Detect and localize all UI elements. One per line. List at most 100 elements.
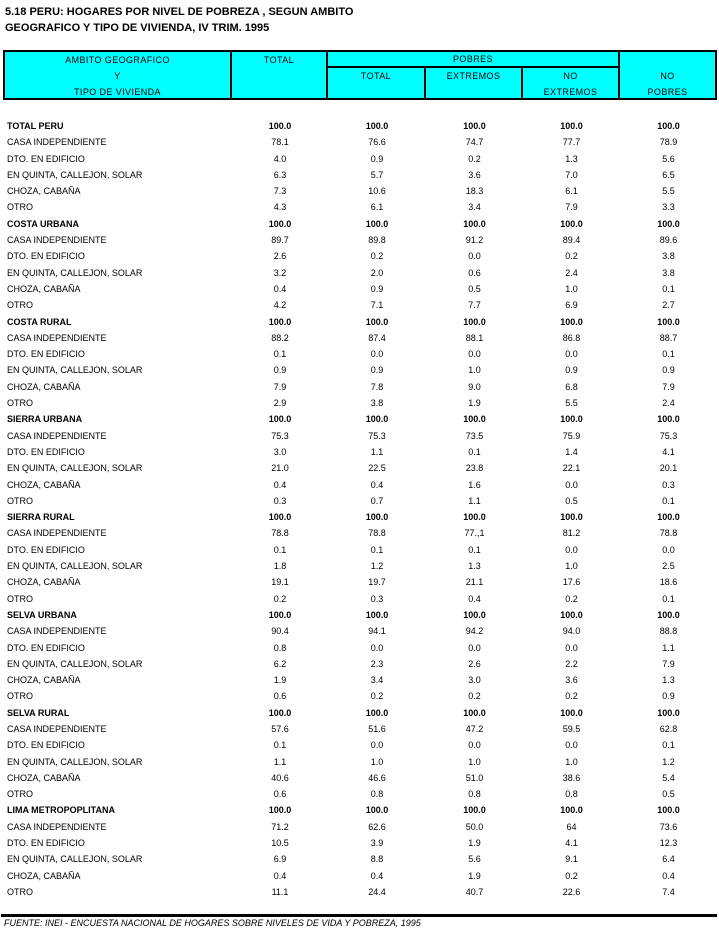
- cell-value: 0.1: [273, 740, 287, 751]
- cell-value: 3.2: [273, 267, 287, 278]
- cell-value: 0.4: [468, 593, 481, 604]
- row-label: CASA INDEPENDIENTE: [7, 723, 107, 734]
- table-row: CASA INDEPENDIENTE 75.3 75.3 73.5 75.9 75.3: [3, 428, 717, 444]
- cell-value: 77.7: [562, 137, 581, 148]
- cell-value: 0.1: [662, 593, 675, 604]
- header-pobres-label: POBRES: [328, 52, 618, 68]
- cell-value: 23.8: [465, 463, 484, 474]
- cell-value: 100.0: [560, 512, 583, 523]
- cell-value: 0.7: [370, 495, 384, 506]
- row-label: CHOZA, CABAÑA: [7, 675, 81, 686]
- cell-value: 7.9: [662, 658, 675, 669]
- cell-value: 0.0: [468, 642, 481, 653]
- cell-value: 100.0: [365, 707, 389, 718]
- cell-value: 77.,1: [464, 528, 485, 539]
- cell-value: 88.2: [271, 332, 289, 343]
- table-row: DTO. EN EDIFICIO 3.0 1.1 0.1 1.4 4.1: [3, 444, 717, 460]
- cell-value: 1.0: [370, 756, 384, 767]
- cell-value: 3.6: [468, 169, 481, 180]
- row-label: CHOZA, CABAÑA: [7, 479, 81, 490]
- cell-value: 2.7: [662, 300, 675, 311]
- cell-value: 3.6: [565, 675, 578, 686]
- cell-value: 18.3: [465, 186, 484, 197]
- cell-value: 100.0: [657, 316, 680, 327]
- table-row: CASA INDEPENDIENTE 78.8 78.8 77.,1 81.2 78.8: [3, 525, 717, 541]
- row-label: CASA INDEPENDIENTE: [7, 332, 107, 343]
- cell-value: 0.9: [662, 365, 675, 376]
- cell-value: 100.0: [365, 414, 389, 425]
- cell-value: 0.3: [273, 495, 287, 506]
- cell-value: 0.1: [468, 446, 481, 457]
- cell-value: 0.2: [565, 251, 578, 262]
- row-label: OTRO: [7, 495, 33, 506]
- cell-value: 2.2: [565, 658, 578, 669]
- cell-value: 8.8: [370, 854, 384, 865]
- cell-value: 100.0: [560, 805, 583, 816]
- table-row: DTO. EN EDIFICIO 2.6 0.2 0.0 0.2 3.8: [3, 248, 717, 264]
- cell-value: 0.0: [565, 479, 578, 490]
- table-row: CHOZA, CABAÑA 0.4 0.4 1.6 0.0 0.3: [3, 477, 717, 493]
- row-label: CASA INDEPENDIENTE: [7, 430, 107, 441]
- cell-value: 6.9: [565, 300, 578, 311]
- cell-value: 100.0: [268, 512, 292, 523]
- cell-value: 0.1: [662, 495, 675, 506]
- cell-value: 0.1: [662, 349, 675, 360]
- cell-value: 5.6: [468, 854, 481, 865]
- row-label: EN QUINTA, CALLEJON, SOLAR: [7, 463, 143, 474]
- table-row: CASA INDEPENDIENTE 78.1 76.6 74.7 77.7 78.9: [3, 134, 717, 150]
- table-row: CHOZA, CABAÑA 1.9 3.4 3.0 3.6 1.3: [3, 672, 717, 688]
- table-row: CHOZA, CABAÑA 7.3 10.6 18.3 6.1 5.5: [3, 183, 717, 199]
- cell-value: 9.1: [565, 854, 578, 865]
- cell-value: 1.9: [468, 398, 481, 409]
- cell-value: 6.1: [370, 202, 384, 213]
- cell-value: 0.1: [662, 283, 675, 294]
- cell-value: 3.8: [662, 251, 675, 262]
- cell-value: 6.1: [565, 186, 578, 197]
- cell-value: 0.5: [468, 283, 481, 294]
- row-label: OTRO: [7, 789, 33, 800]
- cell-value: 100.0: [268, 121, 292, 131]
- cell-value: 100.0: [365, 609, 389, 620]
- cell-value: 1.3: [565, 153, 578, 164]
- table-row: CHOZA, CABAÑA 7.9 7.8 9.0 6.8 7.9: [3, 379, 717, 395]
- table-row: OTRO 0.3 0.7 1.1 0.5 0.1: [3, 493, 717, 509]
- cell-value: 0.9: [370, 153, 384, 164]
- cell-value: 0.0: [370, 349, 384, 360]
- row-label: DTO. EN EDIFICIO: [7, 251, 85, 262]
- row-label: CHOZA, CABAÑA: [7, 870, 81, 881]
- cell-value: 22.6: [562, 886, 581, 897]
- source-note: FUENTE: INEI - ENCUESTA NACIONAL DE HOGA…: [4, 918, 421, 928]
- cell-value: 74.7: [465, 137, 484, 148]
- header-ambito-line3: TIPO DE VIVIENDA: [74, 87, 161, 97]
- cell-value: 0.1: [662, 740, 675, 751]
- table-row: DTO. EN EDIFICIO 10.5 3.9 1.9 4.1 12.3: [3, 835, 717, 851]
- cell-value: 0.2: [370, 691, 384, 702]
- cell-value: 100.0: [560, 414, 583, 425]
- cell-value: 86.8: [562, 332, 581, 343]
- cell-value: 6.9: [273, 854, 287, 865]
- table-row: OTRO 2.9 3.8 1.9 5.5 2.4: [3, 395, 717, 411]
- cell-value: 12.3: [659, 838, 678, 849]
- cell-value: 73.6: [659, 821, 678, 832]
- cell-value: 100.0: [463, 609, 486, 620]
- header-pobres-group: POBRES TOTAL EXTREMOS NO EXTREMOS: [328, 52, 620, 100]
- table-row: CHOZA, CABAÑA 0.4 0.4 1.9 0.2 0.4: [3, 868, 717, 884]
- header-no-pobres-line1: NO: [660, 71, 675, 81]
- cell-value: 100.0: [657, 414, 680, 425]
- header-total-cell: TOTAL: [232, 52, 328, 100]
- cell-value: 7.4: [662, 886, 675, 897]
- cell-value: 100.0: [560, 121, 583, 131]
- cell-value: 4.1: [565, 838, 578, 849]
- group-label: LIMA METROPOPLITANA: [7, 805, 115, 816]
- cell-value: 0.6: [273, 789, 287, 800]
- row-label: CASA INDEPENDIENTE: [7, 821, 107, 832]
- cell-value: 0.4: [662, 870, 675, 881]
- cell-value: 0.2: [370, 251, 384, 262]
- cell-value: 21.0: [271, 463, 289, 474]
- cell-value: 50.0: [465, 821, 484, 832]
- cell-value: 0.1: [273, 349, 287, 360]
- cell-value: 2.4: [565, 267, 578, 278]
- group-label: COSTA RURAL: [7, 316, 72, 327]
- cell-value: 0.0: [565, 349, 578, 360]
- cell-value: 0.0: [468, 251, 481, 262]
